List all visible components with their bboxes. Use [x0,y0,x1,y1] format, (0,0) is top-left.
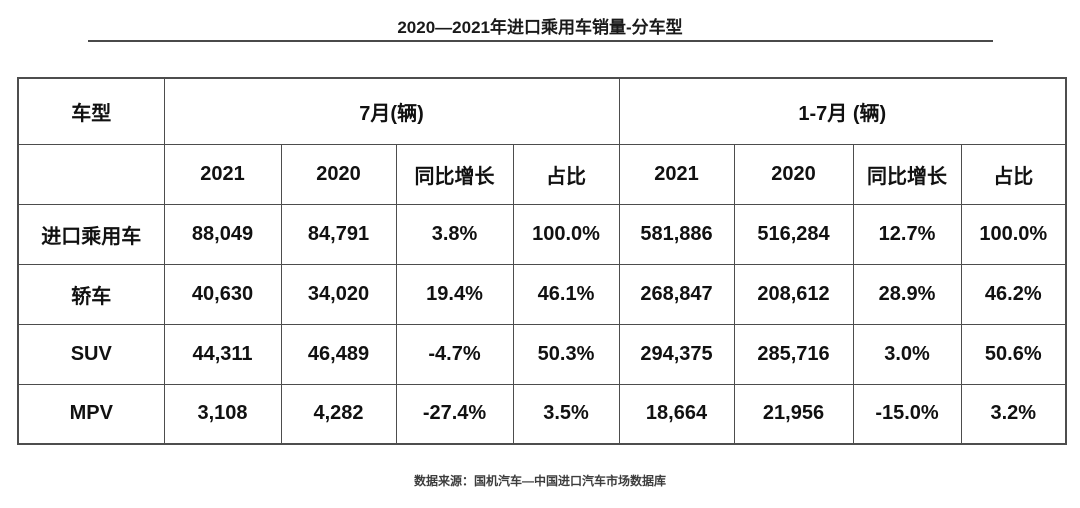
row-label: SUV [17,323,165,385]
table-cell: 3.5% [512,383,620,445]
table-cell: 3.0% [852,323,962,385]
table-cell: -15.0% [852,383,962,445]
table-cell: 50.3% [512,323,620,385]
col-header-ytd-2021: 2021 [618,143,735,205]
table-cell: -27.4% [395,383,514,445]
col-header-july-2020: 2020 [280,143,397,205]
table-cell: 3,108 [163,383,282,445]
col-header-july-yoy: 同比增长 [395,143,514,205]
row-label: 轿车 [17,263,165,325]
data-source-note: 数据来源：国机汽车—中国进口汽车市场数据库 [413,474,666,488]
table-cell: 3.2% [960,383,1067,445]
table-cell: 18,664 [618,383,735,445]
table-cell: -4.7% [395,323,514,385]
table-cell: 50.6% [960,323,1067,385]
row-label: 进口乘用车 [17,203,165,265]
table-cell: 12.7% [852,203,962,265]
sales-table: 车型 7月(辆) 1-7月 (辆) 2021 2020 同比增长 占比 2021… [17,77,1068,445]
table-group-header-row: 车型 7月(辆) 1-7月 (辆) [17,77,1067,145]
title-underline [88,40,993,42]
col-header-july-2021: 2021 [163,143,282,205]
table-cell: 28.9% [852,263,962,325]
table-cell: 40,630 [163,263,282,325]
table-cell: 100.0% [512,203,620,265]
table-cell: 268,847 [618,263,735,325]
table-cell: 208,612 [733,263,854,325]
empty-header-cell [17,143,165,205]
table-cell: 44,311 [163,323,282,385]
col-header-ytd-share: 占比 [960,143,1067,205]
table-cell: 581,886 [618,203,735,265]
col-header-july-share: 占比 [512,143,620,205]
group-header-july: 7月(辆) [163,77,620,145]
table-cell: 3.8% [395,203,514,265]
table-row: SUV 44,311 46,489 -4.7% 50.3% 294,375 28… [17,323,1067,385]
corner-header-vehicle-type: 车型 [17,77,165,145]
page-title: 2020—2021年进口乘用车销量-分车型 [397,18,683,37]
table-cell: 285,716 [733,323,854,385]
table-cell: 46.1% [512,263,620,325]
col-header-ytd-yoy: 同比增长 [852,143,962,205]
table-cell: 88,049 [163,203,282,265]
table-cell: 294,375 [618,323,735,385]
group-header-jan-july: 1-7月 (辆) [618,77,1067,145]
table-sub-header-row: 2021 2020 同比增长 占比 2021 2020 同比增长 占比 [17,143,1067,205]
table-cell: 46,489 [280,323,397,385]
table-row: MPV 3,108 4,282 -27.4% 3.5% 18,664 21,95… [17,383,1067,445]
col-header-ytd-2020: 2020 [733,143,854,205]
table-cell: 516,284 [733,203,854,265]
table-cell: 34,020 [280,263,397,325]
row-label: MPV [17,383,165,445]
table-row: 轿车 40,630 34,020 19.4% 46.1% 268,847 208… [17,263,1067,325]
table-row: 进口乘用车 88,049 84,791 3.8% 100.0% 581,886 … [17,203,1067,265]
table-cell: 21,956 [733,383,854,445]
table-cell: 46.2% [960,263,1067,325]
table-cell: 19.4% [395,263,514,325]
table-cell: 100.0% [960,203,1067,265]
table-cell: 4,282 [280,383,397,445]
table-cell: 84,791 [280,203,397,265]
